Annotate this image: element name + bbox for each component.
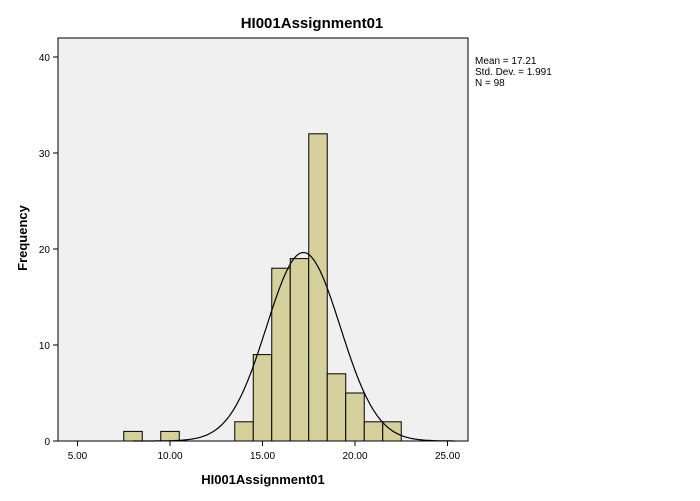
n-label: N = 98 <box>475 78 505 89</box>
y-tick-label: 30 <box>39 149 51 160</box>
x-tick-label: 20.00 <box>342 451 367 462</box>
x-tick-label: 15.00 <box>250 451 275 462</box>
histogram-bar <box>289 258 310 442</box>
axes-group: 0 10 20 30 40 5.00 10.00 15.00 20.00 25.00 <box>39 53 461 462</box>
statistics-box: Mean = 17.21 Std. Dev. = 1.991 N = 98 <box>475 56 552 89</box>
x-tick-label: 5.00 <box>68 451 88 462</box>
normal-curve <box>133 251 455 442</box>
y-tick-label: 0 <box>44 437 50 448</box>
x-tick-label: 10.00 <box>157 451 182 462</box>
mean-label: Mean = 17.21 <box>475 56 537 67</box>
y-tick-label: 40 <box>39 53 51 64</box>
y-tick-label: 10 <box>39 341 51 352</box>
histogram-bar <box>308 133 328 442</box>
std-dev-label: Std. Dev. = 1.991 <box>475 67 552 78</box>
x-tick-label: 25.00 <box>435 451 460 462</box>
bars-group <box>123 133 402 442</box>
y-tick-label: 20 <box>39 245 51 256</box>
histogram-bar <box>326 373 347 442</box>
histogram-bar <box>345 392 365 442</box>
y-axis-label: Frequency <box>15 204 30 271</box>
histogram-bar <box>363 421 384 442</box>
x-axis-label: HI001Assignment01 <box>201 472 325 487</box>
histogram-bar <box>271 267 291 442</box>
histogram-bar <box>123 430 143 442</box>
chart-title: HI001Assignment01 <box>241 15 384 32</box>
histogram-bar <box>234 421 254 442</box>
histogram-bar <box>252 354 273 442</box>
histogram-bar <box>160 430 180 442</box>
